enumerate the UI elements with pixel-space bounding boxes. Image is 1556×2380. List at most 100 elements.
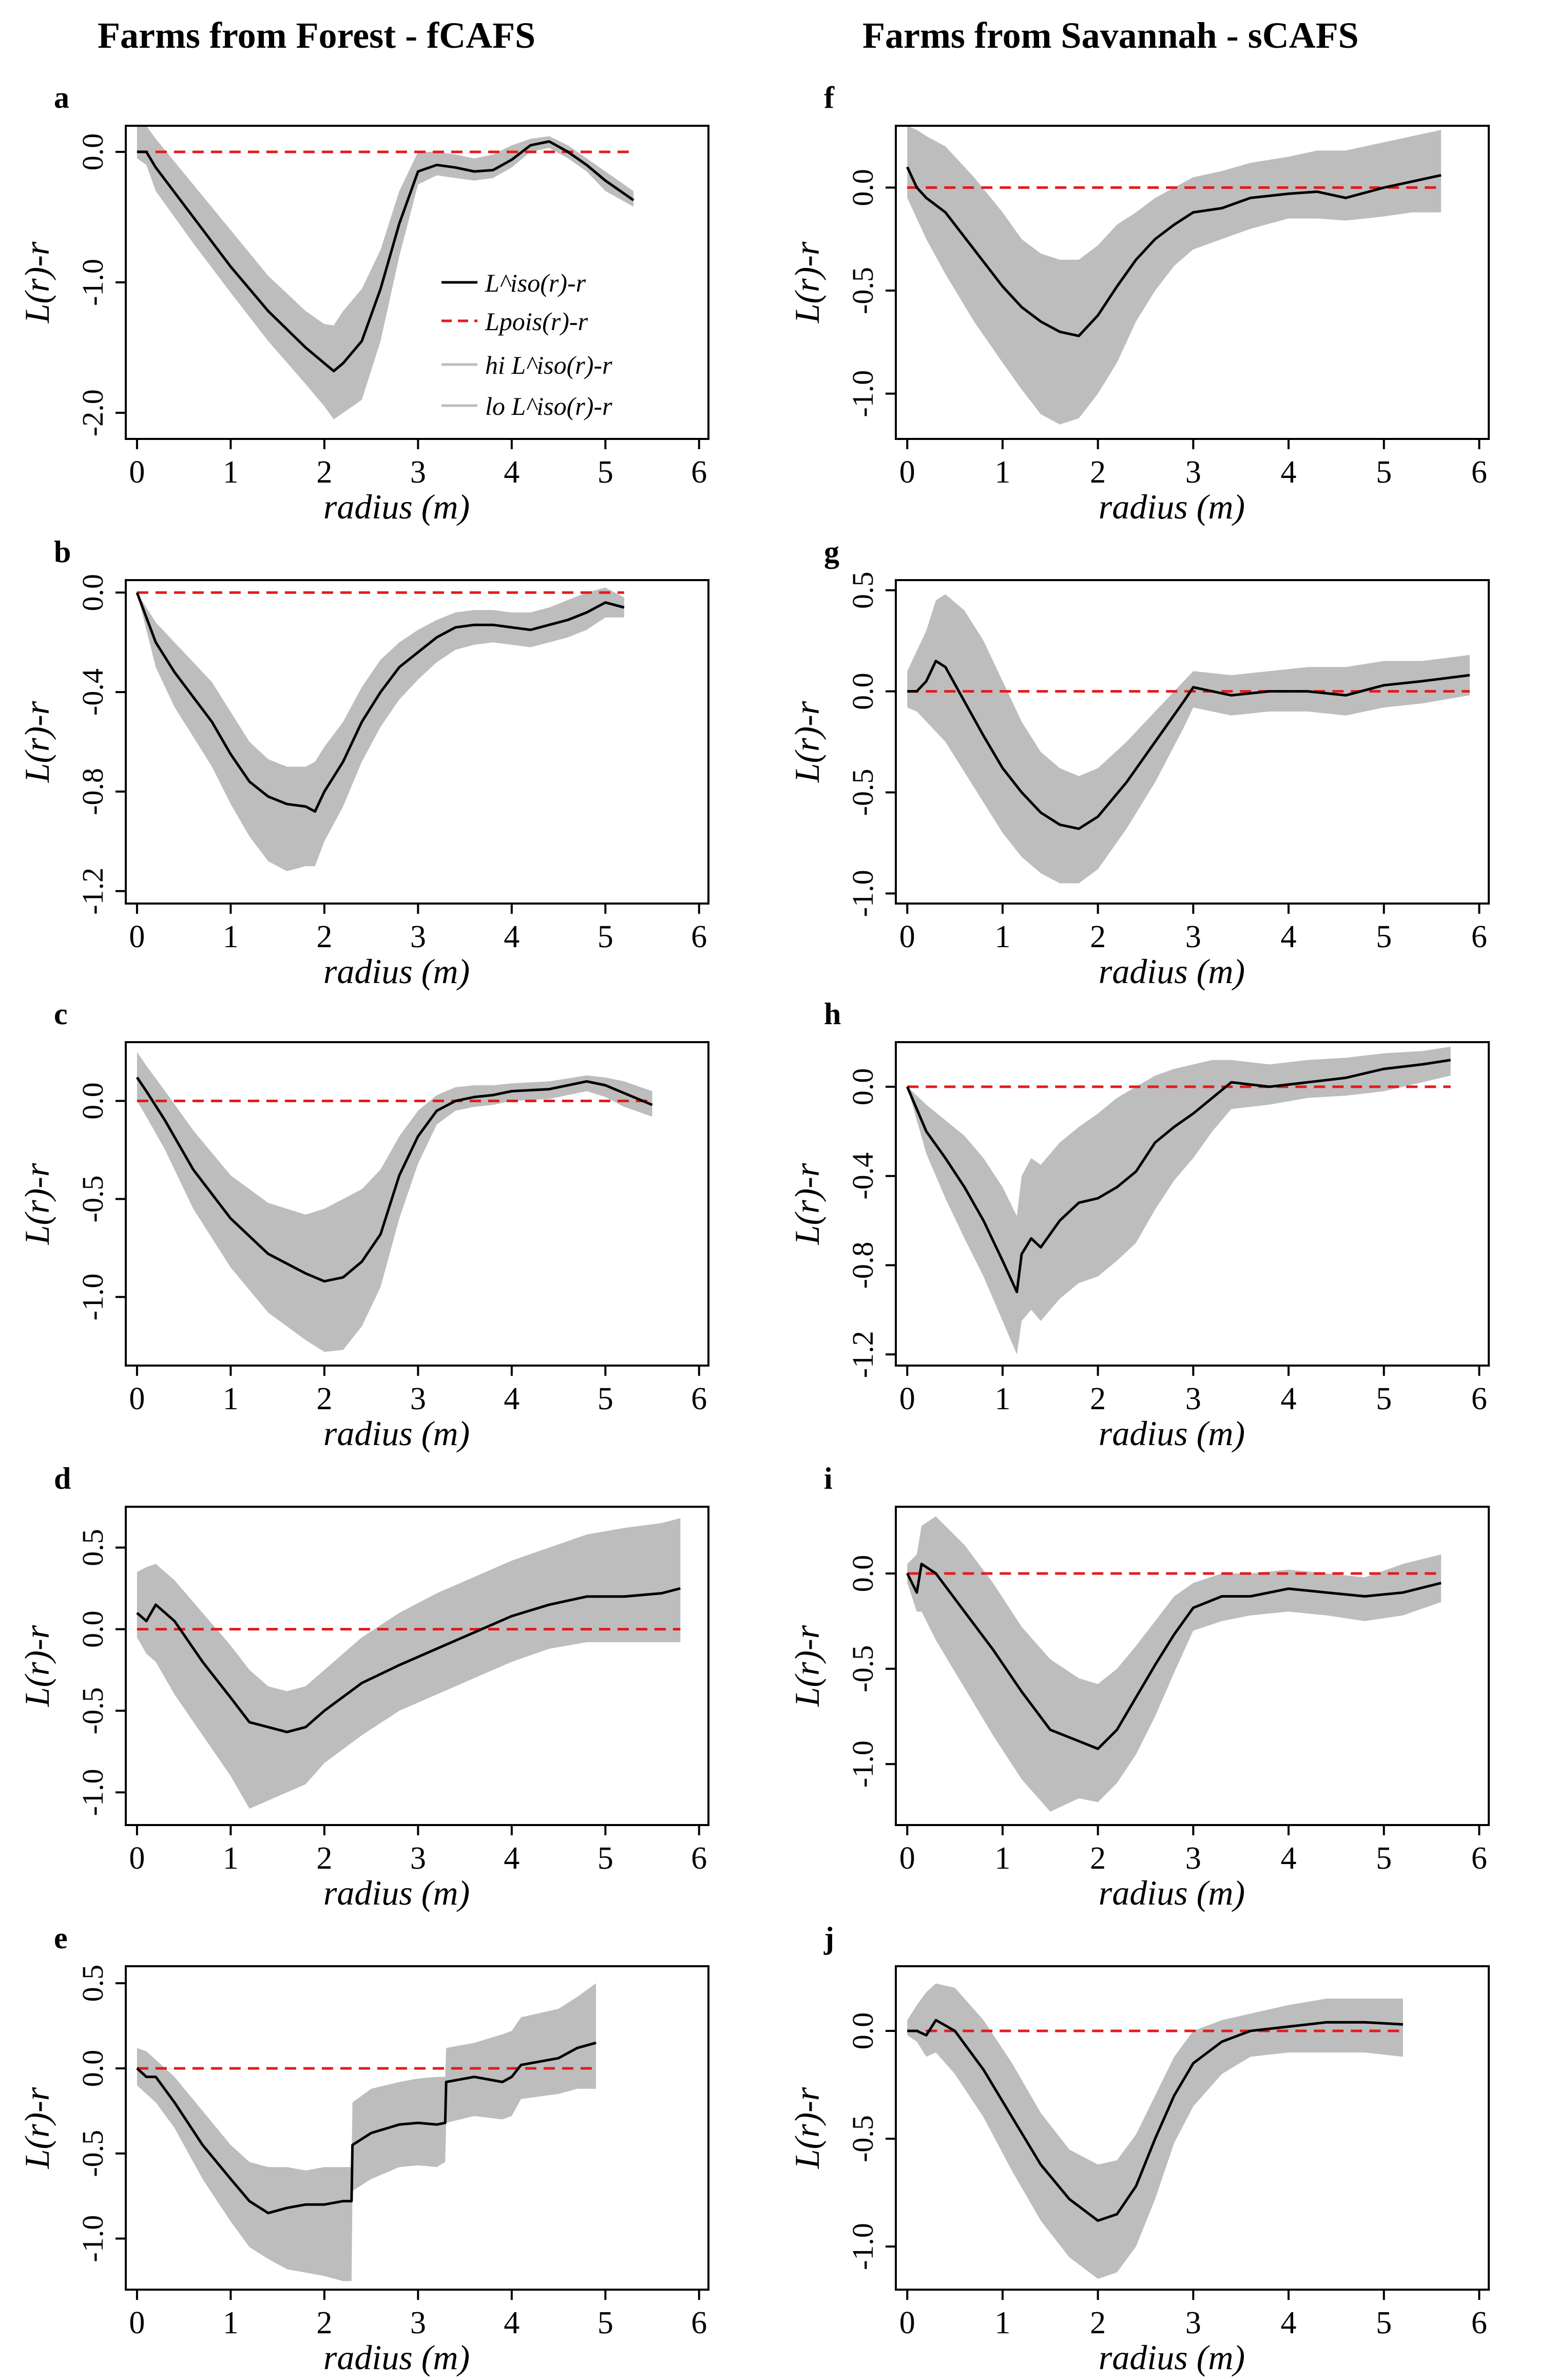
x-tick-label-i: 0	[899, 1841, 915, 1876]
x-tick-label-d: 0	[129, 1841, 145, 1876]
x-tick-label-f: 1	[994, 455, 1010, 490]
y-tick-label-i: -1.0	[846, 1740, 879, 1788]
y-tick-label-b: -1.2	[76, 868, 109, 915]
y-axis-label-f: L(r)-r	[787, 241, 827, 323]
x-tick-label-f: 0	[899, 455, 915, 490]
panel-c: 0 1 2 3 4 5 6 0.0 -0.5 -1.0 radius (m) L(r)-r c	[17, 997, 709, 1453]
envelope-band-h	[907, 1046, 1451, 1355]
y-tick-label-j: 0.0	[846, 2012, 879, 2050]
y-tick-label-d: -0.5	[76, 1687, 109, 1735]
x-tick-label-d: 1	[223, 1841, 239, 1876]
x-tick-label-c: 3	[410, 1381, 426, 1416]
envelope-band-f	[907, 126, 1442, 425]
x-axis-label-f: radius (m)	[1099, 487, 1245, 526]
x-tick-label-j: 0	[899, 2306, 915, 2340]
panel-f: 0 1 2 3 4 5 6 0.0 -0.5 -1.0 radius (m) L(r)-r f	[787, 81, 1490, 526]
right-column-title: Farms from Savannah - sCAFS	[862, 15, 1359, 56]
y-tick-label-g: 0.5	[846, 571, 879, 609]
x-tick-label-e: 2	[316, 2306, 332, 2340]
panel-g: 0 1 2 3 4 5 6 0.5 0.0 -0.5 -1.0 radius (m) L(r)-r g	[787, 535, 1490, 991]
left-column-title: Farms from Forest - fCAFS	[98, 15, 536, 56]
observed-line-j	[907, 2019, 1404, 2222]
x-tick-label-c: 1	[223, 1381, 239, 1416]
y-axis-label-e: L(r)-r	[17, 2087, 56, 2169]
x-tick-label-h: 1	[994, 1381, 1010, 1416]
x-tick-label-f: 5	[1376, 455, 1392, 490]
x-tick-label-j: 1	[994, 2306, 1010, 2340]
panel-b: 0 1 2 3 4 5 6 0.0 -0.4 -0.8 -1.2 radius (m) L(r)-r b	[17, 535, 709, 991]
panel-letter-g: g	[824, 535, 839, 569]
x-tick-label-c: 6	[691, 1381, 707, 1416]
x-tick-label-j: 2	[1090, 2306, 1106, 2340]
x-tick-label-g: 6	[1471, 919, 1487, 954]
x-tick-label-e: 3	[410, 2306, 426, 2340]
x-tick-label-j: 5	[1376, 2306, 1392, 2340]
x-tick-label-g: 4	[1281, 919, 1297, 954]
y-tick-label-f: -1.0	[846, 370, 879, 417]
y-axis-label-b: L(r)-r	[17, 701, 56, 783]
observed-line-b	[136, 592, 625, 813]
y-axis-label-h: L(r)-r	[787, 1163, 827, 1245]
x-tick-label-d: 4	[504, 1841, 520, 1876]
y-tick-label-a: 0.0	[76, 133, 109, 171]
x-tick-label-i: 6	[1471, 1841, 1487, 1876]
panel-j: 0 1 2 3 4 5 6 0.0 -0.5 -1.0 radius (m) L(r)-r j	[787, 1921, 1490, 2377]
panel-a: 0 1 2 3 4 5 6 0.0 -1.0 -2.0 radius (m) L(r)-r a	[17, 81, 709, 526]
x-tick-label-a: 5	[598, 455, 613, 490]
y-tick-label-d: -1.0	[76, 1769, 109, 1816]
x-tick-label-b: 1	[223, 919, 239, 954]
x-tick-label-i: 2	[1090, 1841, 1106, 1876]
x-tick-label-a: 1	[223, 455, 239, 490]
y-axis-label-i: L(r)-r	[787, 1625, 827, 1707]
x-tick-label-h: 0	[899, 1381, 915, 1416]
panel-letter-h: h	[824, 997, 841, 1031]
x-axis-label-b: radius (m)	[323, 952, 470, 991]
x-tick-label-a: 4	[504, 455, 520, 490]
x-tick-label-d: 6	[691, 1841, 707, 1876]
y-tick-label-c: -0.5	[76, 1176, 109, 1223]
x-tick-label-j: 3	[1185, 2306, 1201, 2340]
y-axis-label-d: L(r)-r	[17, 1625, 56, 1707]
x-tick-label-h: 3	[1185, 1381, 1201, 1416]
x-tick-label-b: 6	[691, 919, 707, 954]
envelope-band-j	[907, 1983, 1403, 2279]
observed-line-h	[906, 1059, 1451, 1294]
x-tick-label-c: 2	[316, 1381, 332, 1416]
y-tick-label-h: 0.0	[846, 1068, 879, 1106]
x-tick-label-b: 2	[316, 919, 332, 954]
y-tick-label-g: -1.0	[846, 870, 879, 917]
x-tick-label-d: 2	[316, 1841, 332, 1876]
x-tick-label-h: 6	[1471, 1381, 1487, 1416]
x-tick-label-b: 0	[129, 919, 145, 954]
x-tick-label-e: 0	[129, 2306, 145, 2340]
y-tick-label-a: -2.0	[76, 389, 109, 436]
y-axis-label-c: L(r)-r	[17, 1163, 56, 1245]
y-tick-label-e: 0.5	[76, 1965, 109, 2002]
panel-letter-f: f	[824, 81, 835, 114]
x-tick-label-h: 5	[1376, 1381, 1392, 1416]
observed-line-c	[136, 1077, 653, 1283]
y-tick-label-i: 0.0	[846, 1555, 879, 1592]
panel-letter-j: j	[823, 1921, 834, 1955]
y-tick-label-j: -0.5	[846, 2115, 879, 2162]
x-tick-label-b: 3	[410, 919, 426, 954]
panel-i: 0 1 2 3 4 5 6 0.0 -0.5 -1.0 radius (m) L(r)-r i	[787, 1462, 1490, 1912]
y-tick-label-i: -0.5	[846, 1645, 879, 1693]
x-tick-label-f: 6	[1471, 455, 1487, 490]
x-tick-label-e: 4	[504, 2306, 520, 2340]
x-tick-label-c: 4	[504, 1381, 520, 1416]
x-axis-label-a: radius (m)	[323, 487, 470, 526]
y-tick-label-c: 0.0	[76, 1082, 109, 1120]
y-tick-label-f: 0.0	[846, 169, 879, 206]
panel-h: 0 1 2 3 4 5 6 0.0 -0.4 -0.8 -1.2 radius (m) L(r)-r h	[787, 997, 1490, 1453]
y-tick-label-j: -1.0	[846, 2223, 879, 2270]
y-axis-label-a: L(r)-r	[17, 241, 56, 323]
panel-letter-i: i	[824, 1462, 833, 1495]
y-tick-label-b: -0.4	[76, 668, 109, 716]
observed-line-i	[906, 1562, 1442, 1750]
y-tick-label-d: 0.5	[76, 1529, 109, 1566]
x-tick-label-b: 5	[598, 919, 613, 954]
observed-line-e	[136, 2041, 597, 2215]
x-tick-label-e: 6	[691, 2306, 707, 2340]
